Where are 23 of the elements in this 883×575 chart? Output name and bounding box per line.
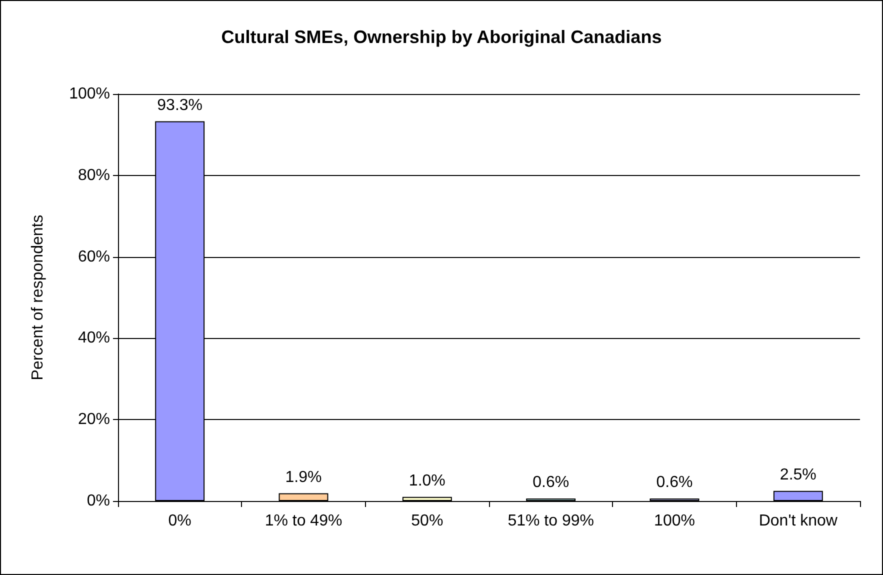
x-tick-label: 50% bbox=[411, 512, 444, 530]
data-label: 1.9% bbox=[285, 468, 322, 486]
y-tick-label: 60% bbox=[78, 248, 110, 266]
y-tick-label: 80% bbox=[78, 166, 110, 184]
data-label: 2.5% bbox=[780, 466, 816, 484]
y-axis-title: Percent of respondents bbox=[30, 214, 46, 380]
x-tick-label: 100% bbox=[654, 512, 695, 530]
x-tick-label: Don't know bbox=[758, 512, 838, 530]
x-tick-label: 51% to 99% bbox=[508, 512, 594, 530]
x-tick-label: 0% bbox=[168, 512, 192, 530]
data-label: 1.0% bbox=[408, 472, 446, 490]
bar bbox=[278, 493, 328, 501]
chart-title: Cultural SMEs, Ownership by Aboriginal Canadians bbox=[221, 27, 662, 47]
x-tick-label: 1% to 49% bbox=[264, 512, 342, 530]
bar bbox=[402, 496, 452, 501]
y-tick-label: 100% bbox=[69, 86, 110, 102]
bar bbox=[773, 490, 823, 501]
data-label: 0.6% bbox=[532, 474, 570, 492]
y-tick-label: 40% bbox=[78, 330, 110, 347]
data-label: 93.3% bbox=[157, 96, 203, 114]
y-tick-label: 0% bbox=[86, 492, 110, 510]
data-label: 0.6% bbox=[656, 474, 693, 492]
y-tick-label: 20% bbox=[78, 411, 110, 428]
